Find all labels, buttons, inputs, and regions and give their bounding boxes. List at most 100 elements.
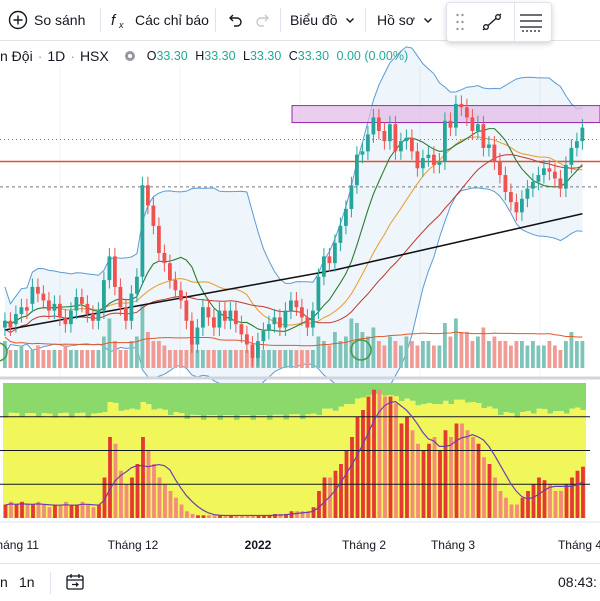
profile-menu-button[interactable]: Hồ sơ	[377, 0, 433, 40]
candle-body	[239, 324, 244, 335]
candle-body	[569, 147, 574, 165]
oscillator-yellow-bar	[520, 412, 526, 518]
volume-bar	[525, 345, 530, 368]
oscillator-green-bar	[575, 383, 581, 408]
time-axis[interactable]: Tháng 11 Tháng 12 2022 Tháng 2 Tháng 3 Tháng …	[0, 521, 600, 552]
volume-bar	[481, 327, 486, 368]
oscillator-green-bar	[547, 383, 553, 414]
candle-body	[129, 293, 134, 321]
oscillator-green-bar	[47, 383, 53, 414]
symbol-title[interactable]: n Đội	[0, 48, 33, 64]
volume-bar	[267, 350, 271, 368]
high-label: H	[195, 49, 205, 63]
oscillator-red-bar	[42, 504, 46, 518]
oscillator-red-bar	[570, 477, 574, 518]
candle-body	[113, 256, 117, 287]
oscillator-red-bar	[493, 477, 497, 518]
oscillator-red-bar	[443, 430, 448, 518]
volume-bar	[476, 336, 480, 368]
oscillator-yellow-bar	[91, 413, 97, 518]
oscillator-green-bar	[564, 383, 570, 414]
undo-button[interactable]	[226, 0, 244, 40]
oscillator-green-bar	[443, 383, 449, 401]
redo-button[interactable]	[254, 0, 272, 40]
candle-body	[91, 314, 95, 321]
candle-body	[503, 175, 508, 192]
oscillator-green-bar	[91, 383, 97, 414]
price-pane[interactable]	[0, 46, 600, 520]
oscillator-yellow-bar	[129, 408, 135, 518]
compare-button[interactable]: So sánh	[8, 0, 85, 40]
oscillator-green-bar	[338, 383, 344, 407]
oscillator-red-bar	[471, 437, 475, 518]
oscillator-yellow-bar	[261, 415, 267, 518]
volume-bar	[212, 350, 216, 368]
ohlc-values: O33.30 H33.30 L33.30 C33.30 0.00 (0.00%)	[147, 49, 408, 63]
volume-bar	[289, 350, 293, 368]
candle-body	[250, 344, 255, 359]
oscillator-red-bar	[405, 416, 409, 518]
oscillator-red-bar	[97, 504, 101, 518]
oscillator-red-bar	[218, 515, 222, 518]
line-settings-icon[interactable]	[518, 10, 544, 34]
oscillator-yellow-bar	[206, 415, 212, 518]
trend-line-icon[interactable]	[480, 10, 504, 34]
volume-bar	[564, 341, 568, 368]
oscillator-green-bar	[201, 383, 207, 420]
volume-bar	[102, 336, 106, 368]
oscillator-pane[interactable]	[0, 383, 590, 518]
oscillator-green-bar	[113, 383, 119, 404]
interval-label[interactable]: 1D	[47, 48, 66, 64]
volume-bar	[503, 341, 508, 368]
volume-bar	[404, 336, 409, 368]
candle-body	[399, 141, 403, 152]
oscillator-red-bar	[416, 443, 420, 518]
oscillator-red-bar	[355, 416, 360, 518]
volume-bar	[509, 345, 513, 368]
oscillator-green-bar	[322, 383, 328, 409]
chart-menu-button[interactable]: Biểu đồ	[290, 0, 355, 40]
oscillator-green-bar	[514, 383, 520, 418]
candle-body	[47, 300, 51, 311]
volume-bar	[239, 350, 244, 368]
volume-bar	[30, 350, 35, 368]
range-button-1n[interactable]: 1n	[19, 574, 35, 590]
market-status-icon[interactable]	[124, 51, 135, 61]
volume-bar	[377, 341, 381, 368]
price-chart[interactable]: Tháng 11 Tháng 12 2022 Tháng 2 Tháng 3 Tháng …	[0, 40, 600, 563]
drag-dots-icon[interactable]	[455, 12, 465, 32]
oscillator-green-bar	[311, 383, 317, 414]
candle-body	[509, 192, 513, 203]
volume-bar	[333, 332, 337, 368]
oscillator-red-bar	[454, 423, 459, 518]
candle-body	[520, 198, 524, 213]
candle-body	[366, 134, 370, 152]
oscillator-red-bar	[174, 497, 178, 518]
oscillator-green-bar	[360, 383, 366, 398]
svg-text:f: f	[111, 12, 117, 29]
candle-body	[388, 124, 392, 142]
oscillator-red-bar	[476, 443, 481, 518]
oscillator-yellow-bar	[575, 407, 581, 518]
oscillator-green-bar	[580, 383, 586, 411]
oscillator-yellow-bar	[536, 408, 542, 518]
oscillator-green-bar	[410, 383, 416, 401]
oscillator-red-bar	[53, 504, 57, 518]
volume-bar	[520, 341, 524, 368]
oscillator-green-bar	[393, 383, 399, 397]
oscillator-red-bar	[25, 504, 30, 518]
candle-body	[272, 317, 277, 325]
volume-bar	[113, 341, 117, 368]
calendar-range-icon[interactable]	[65, 572, 85, 592]
oscillator-green-bar	[69, 383, 75, 418]
oscillator-yellow-bar	[278, 414, 284, 518]
indicators-button[interactable]: f x Các chỉ báo	[110, 0, 209, 40]
oscillator-green-bar	[41, 383, 47, 414]
candle-body	[498, 161, 502, 176]
oscillator-yellow-bar	[492, 408, 498, 518]
oscillator-green-bar	[206, 383, 212, 416]
oscillator-green-bar	[377, 383, 383, 395]
candle-body	[190, 320, 194, 345]
range-button-1y-partial[interactable]: n	[0, 574, 8, 590]
volume-bar	[437, 345, 442, 368]
